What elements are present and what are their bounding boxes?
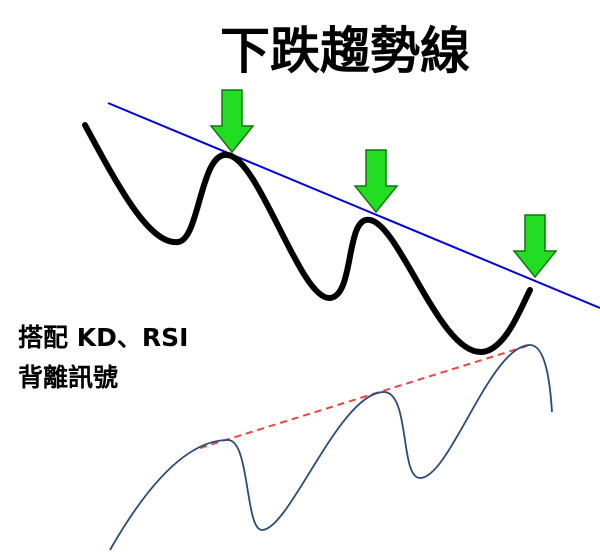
indicator-curve	[109, 344, 553, 551]
price-curve	[82, 122, 533, 356]
arrow	[353, 149, 399, 214]
arrow	[209, 89, 255, 154]
arrow	[512, 214, 558, 279]
arrows	[209, 89, 558, 279]
divergence-line	[199, 344, 531, 449]
trend-line	[107, 102, 600, 309]
title: 下跌趨勢線	[220, 22, 470, 80]
note-line: 背離訊號	[18, 363, 118, 392]
note-line: 搭配 KD、RSI	[18, 323, 188, 352]
